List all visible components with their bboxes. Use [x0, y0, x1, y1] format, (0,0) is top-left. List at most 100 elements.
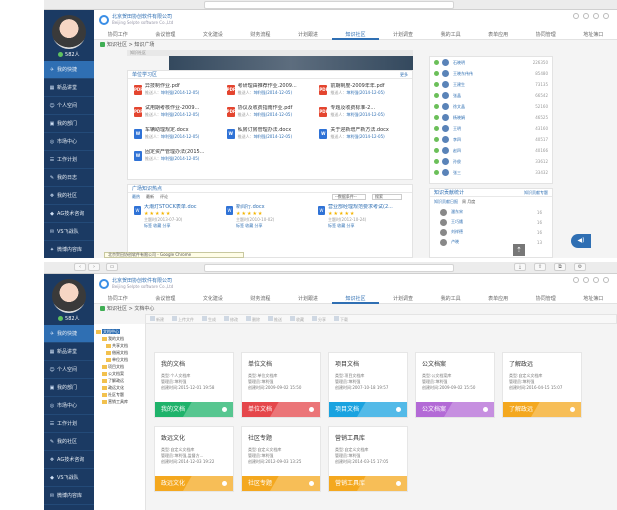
- stat-row[interactable]: 刘祥德 16: [430, 227, 552, 237]
- card-title[interactable]: 项目文档: [335, 361, 360, 368]
- forward-button[interactable]: ›: [88, 263, 100, 271]
- card-enter-icon[interactable]: [570, 407, 575, 412]
- sidebar-item[interactable]: ▦ 新品讲堂: [44, 343, 94, 361]
- toolbar-button[interactable]: 上传文件: [172, 315, 194, 323]
- tab-newest[interactable]: 最新: [146, 194, 154, 199]
- rank-name[interactable]: 王明: [453, 125, 461, 131]
- sidebar-item[interactable]: ☰ 工作计划: [44, 415, 94, 433]
- doc-item[interactable]: W 车辆助理规定.docx 推送人：坤利强(2014-12-05): [134, 127, 221, 146]
- card-footer-button[interactable]: 社区专题: [242, 476, 320, 491]
- card-title[interactable]: 致远文化: [161, 435, 186, 442]
- doc-name[interactable]: 专题及收费标准-2...: [330, 105, 376, 111]
- nav-tab[interactable]: 表单应用: [488, 296, 509, 302]
- sidebar-item[interactable]: ◎ 市场中心: [44, 133, 94, 151]
- doc-pusher[interactable]: 坤利强(2014-12-05): [253, 112, 293, 117]
- toolbar-button[interactable]: 删除: [246, 315, 260, 323]
- library-card[interactable]: 致远文化 类型:自定义文档库 管理员:坤利强,监督方... 创建时间:2014-12-…: [154, 426, 234, 492]
- more-link[interactable]: 更多: [400, 72, 408, 77]
- back-button[interactable]: ‹: [74, 263, 86, 271]
- rank-row[interactable]: 王建生 73135: [430, 79, 552, 90]
- doc-item[interactable]: PDF 异技制作业.pdf 推送人：坤利强(2014-12-05): [134, 83, 221, 102]
- doc-name[interactable]: 固定资产管理办法(2015...: [145, 149, 205, 155]
- hot-item-actions[interactable]: 标签 收藏 分享: [236, 223, 263, 228]
- sidebar-item[interactable]: ▣ 我的部门: [44, 115, 94, 133]
- card-footer-button[interactable]: 公文档案: [416, 402, 494, 417]
- home-icon[interactable]: [100, 306, 105, 311]
- doc-name[interactable]: 私房订房管理办法.docx: [237, 127, 292, 133]
- rank-row[interactable]: 王明 43160: [430, 123, 552, 134]
- message-icon[interactable]: [583, 13, 589, 19]
- message-icon[interactable]: [583, 277, 589, 283]
- nav-tab[interactable]: 文化建设: [202, 296, 223, 302]
- card-title[interactable]: 了解政远: [509, 361, 534, 368]
- nav-tab[interactable]: 计划跟进: [297, 296, 318, 302]
- rank-row[interactable]: 张三 33432: [430, 167, 552, 178]
- rank-row[interactable]: 王晓东伟伟 85480: [430, 68, 552, 79]
- condition-select[interactable]: --数据条件--: [332, 194, 366, 200]
- rank-name[interactable]: 李四: [453, 136, 461, 142]
- library-card[interactable]: 公文档案 类型:公文档案库 管理员:坤利强 创建时间:2009-09-02 15:50…: [415, 352, 495, 418]
- tree-node[interactable]: 共享文档: [94, 342, 145, 349]
- tree-node[interactable]: 借阅文档: [94, 349, 145, 356]
- address-bar[interactable]: [204, 264, 454, 272]
- nav-tab[interactable]: 财务流程: [250, 32, 271, 38]
- doc-pusher[interactable]: 坤利强(2014-12-05): [161, 156, 200, 161]
- refresh-icon[interactable]: [573, 13, 579, 19]
- rank-row[interactable]: 李四 40517: [430, 134, 552, 145]
- nav-tab[interactable]: 我的工具: [440, 296, 461, 302]
- sidebar-item[interactable]: ✉ VS飞战队: [44, 223, 94, 241]
- avatar[interactable]: [52, 15, 86, 49]
- rank-name[interactable]: 徐文晶: [453, 103, 465, 109]
- rank-name[interactable]: 赵四: [453, 147, 461, 153]
- nav-tab[interactable]: 会议管理: [155, 296, 176, 302]
- sidebar-item[interactable]: ✦ 微博内容库: [44, 241, 94, 258]
- card-title[interactable]: 公文档案: [422, 361, 447, 368]
- card-footer-button[interactable]: 营销工具库: [329, 476, 407, 491]
- stat-row[interactable]: 潘东宋 16: [430, 207, 552, 217]
- toolbar-button[interactable]: 收藏: [290, 315, 304, 323]
- nav-tab[interactable]: 协同管理: [535, 296, 556, 302]
- stat-name[interactable]: 王巧娥: [451, 219, 463, 224]
- toolbar-button[interactable]: 修改: [224, 315, 238, 323]
- sidebar-item[interactable]: ◎ 市场中心: [44, 397, 94, 415]
- nav-tab[interactable]: 地址簿口: [583, 296, 604, 302]
- stat-row[interactable]: 卢晓 13: [430, 237, 552, 247]
- tab-hottest[interactable]: 最热: [132, 194, 140, 199]
- nav-tab[interactable]: 我的工具: [440, 32, 461, 38]
- more-link[interactable]: 知识贡献专题: [524, 190, 548, 195]
- tree-node[interactable]: 社区专题: [94, 391, 145, 398]
- rank-name[interactable]: 张三: [453, 169, 461, 175]
- settings-icon[interactable]: [593, 13, 599, 19]
- rank-row[interactable]: 石晓明 226350: [430, 57, 552, 68]
- nav-tab[interactable]: 会议管理: [155, 32, 176, 38]
- power-icon[interactable]: [603, 277, 609, 283]
- sidebar-item[interactable]: ◆ VS飞战队: [44, 469, 94, 487]
- doc-pusher[interactable]: 坤利强(2014-12-05): [346, 134, 385, 139]
- doc-item[interactable]: PDF 考研理由推荐作业.2009... 推送人：坤利强(2014-12-05): [226, 83, 314, 102]
- sidebar-item[interactable]: ☺ 个人空间: [44, 97, 94, 115]
- doc-item[interactable]: PDF 协议及收费指南作业.pdf 推送人：坤利强(2014-12-05): [226, 105, 314, 124]
- sidebar-item[interactable]: ✎ 我的日志: [44, 169, 94, 187]
- sidebar-item[interactable]: ✉ 微博内容库: [44, 487, 94, 505]
- settings-icon[interactable]: [593, 277, 599, 283]
- card-enter-icon[interactable]: [396, 407, 401, 412]
- doc-name[interactable]: 协议及收费指南作业.pdf: [237, 105, 293, 111]
- hot-item-name[interactable]: 新闻行.docx: [236, 204, 265, 210]
- card-enter-icon[interactable]: [222, 481, 227, 486]
- doc-pusher[interactable]: 坤利强(2014-12-05): [253, 134, 293, 139]
- rank-name[interactable]: 杨晓娟: [453, 114, 465, 120]
- rank-row[interactable]: 张晶 66542: [430, 90, 552, 101]
- sidebar-item[interactable]: ▦ 新品讲堂: [44, 79, 94, 97]
- sound-icon[interactable]: ◀): [571, 234, 591, 248]
- toolbar-button[interactable]: 分享: [312, 315, 326, 323]
- power-icon[interactable]: [603, 13, 609, 19]
- nav-tab[interactable]: 计划跟进: [297, 32, 318, 38]
- stat-name[interactable]: 潘东宋: [451, 209, 463, 214]
- nav-tab[interactable]: 知识社区: [331, 295, 380, 304]
- doc-pusher[interactable]: 坤利强(2014-12-05): [253, 90, 293, 95]
- library-card[interactable]: 项目文档 类型:项目文档库 管理员:坤利强 创建时间:2007-10-18 19:57…: [328, 352, 408, 418]
- toolbar-button[interactable]: 生成: [202, 315, 216, 323]
- address-bar[interactable]: [204, 1, 454, 9]
- sidebar-item[interactable]: ◆ AG技术咨询: [44, 205, 94, 223]
- stat-row[interactable]: 王巧娥 16: [430, 217, 552, 227]
